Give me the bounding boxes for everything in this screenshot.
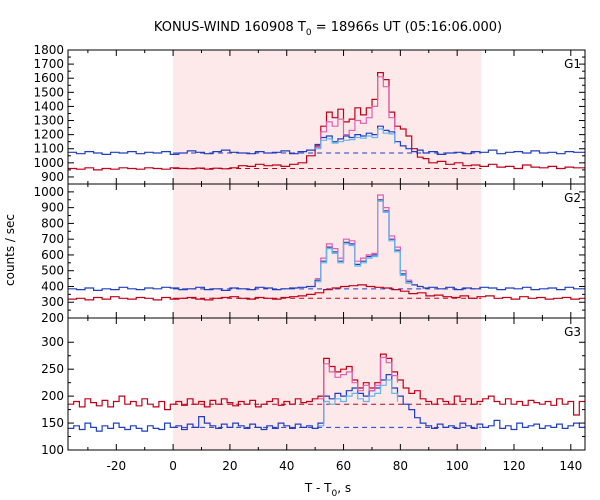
x-tick-label-0: 0 bbox=[169, 459, 177, 473]
y-tick-label-g2-800: 800 bbox=[41, 216, 64, 230]
x-tick-label-120: 120 bbox=[503, 459, 526, 473]
chart-title-subscript: 0 bbox=[306, 28, 312, 38]
series-cyan-g2 bbox=[315, 200, 413, 286]
y-tick-label-g1-1500: 1500 bbox=[33, 85, 64, 99]
x-axis-label-rest: , s bbox=[337, 481, 351, 495]
y-tick-label-g1-1100: 1100 bbox=[33, 142, 64, 156]
series-blue-g1 bbox=[68, 125, 585, 155]
series-group-g1 bbox=[68, 72, 585, 171]
series-group-g3 bbox=[68, 353, 585, 432]
highlight-interval-g3 bbox=[173, 318, 482, 450]
series-pink-g1 bbox=[315, 76, 396, 148]
y-tick-label-g1-1400: 1400 bbox=[33, 99, 64, 113]
series-cyan-g1 bbox=[315, 128, 396, 150]
x-tick-label-40: 40 bbox=[279, 459, 294, 473]
series-blue-g3 bbox=[68, 374, 585, 432]
x-tick-label--20: -20 bbox=[106, 459, 126, 473]
series-cyan-g3 bbox=[318, 379, 399, 427]
chart-title-main: KONUS-WIND 160908 T bbox=[154, 20, 306, 35]
series-red-g2 bbox=[68, 284, 585, 301]
y-tick-label-g3-300: 300 bbox=[41, 335, 64, 349]
y-tick-label-g2-600: 600 bbox=[41, 248, 64, 262]
series-group-g2 bbox=[68, 194, 585, 301]
y-tick-label-g3-150: 150 bbox=[41, 416, 64, 430]
y-tick-label-g3-250: 250 bbox=[41, 362, 64, 376]
highlight-interval-g1 bbox=[173, 50, 482, 184]
series-red-g1 bbox=[68, 72, 585, 171]
chart-title-rest: = 18966s UT (05:16:06.000) bbox=[312, 20, 502, 35]
x-tick-label-60: 60 bbox=[336, 459, 351, 473]
x-tick-label-80: 80 bbox=[393, 459, 408, 473]
y-tick-label-g2-200: 200 bbox=[41, 311, 64, 325]
y-tick-label-g1-900: 900 bbox=[41, 170, 64, 184]
panel-frame-g3 bbox=[67, 317, 586, 451]
y-tick-label-g3-100: 100 bbox=[41, 443, 64, 457]
panel-g3: 100 150 200 250 300 G3 bbox=[41, 317, 586, 457]
y-axis-label: counts / sec bbox=[3, 214, 17, 286]
y-tick-label-g2-700: 700 bbox=[41, 232, 64, 246]
panels-group: 900100011001200130014001500160017001800G… bbox=[33, 43, 586, 473]
y-tick-label-g3-200: 200 bbox=[41, 389, 64, 403]
y-tick-label-g1-1800: 1800 bbox=[33, 43, 64, 57]
y-tick-label-g1-1000: 1000 bbox=[33, 156, 64, 170]
chart-title: KONUS-WIND 160908 T0 = 18966s UT (05:16:… bbox=[154, 20, 502, 38]
panel-label-g1: G1 bbox=[564, 57, 581, 71]
series-red-g3 bbox=[68, 353, 585, 416]
y-tick-label-g2-400: 400 bbox=[41, 279, 64, 293]
y-tick-label-g2-1000: 1000 bbox=[33, 185, 64, 199]
x-tick-label-20: 20 bbox=[222, 459, 237, 473]
y-tick-label-g1-1600: 1600 bbox=[33, 71, 64, 85]
x-tick-label-140: 140 bbox=[559, 459, 582, 473]
panel-label-g3: G3 bbox=[564, 325, 581, 339]
panel-label-g2: G2 bbox=[564, 191, 581, 205]
y-tick-label-g1-1200: 1200 bbox=[33, 128, 64, 142]
x-tick-label-100: 100 bbox=[446, 459, 469, 473]
series-blue-g2 bbox=[68, 199, 585, 291]
y-tick-label-g2-500: 500 bbox=[41, 264, 64, 278]
x-axis-label-subscript: 0 bbox=[332, 489, 338, 499]
y-tick-label-g1-1300: 1300 bbox=[33, 114, 64, 128]
x-axis-label-main: T - T bbox=[304, 481, 332, 495]
y-tick-label-g2-300: 300 bbox=[41, 295, 64, 309]
y-tick-label-g1-1700: 1700 bbox=[33, 57, 64, 71]
y-tick-label-g2-900: 900 bbox=[41, 201, 64, 215]
x-axis-label: T - T0, s bbox=[304, 481, 351, 499]
series-pink-g3 bbox=[318, 356, 399, 400]
